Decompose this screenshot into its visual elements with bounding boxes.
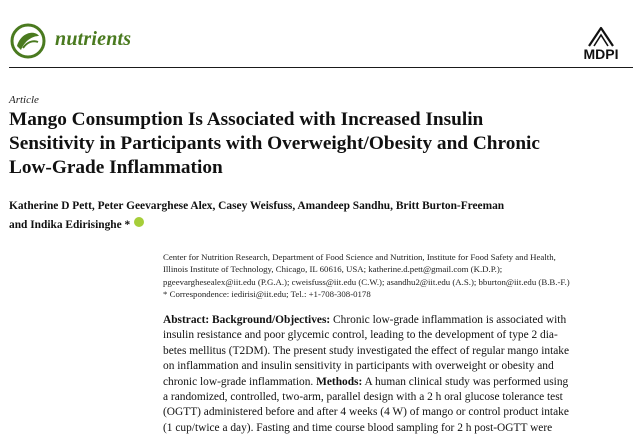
abstract-line: on inflammation and insulin sensitivity … — [163, 360, 554, 373]
authors-line: Katherine D Pett, Peter Geevarghese Alex… — [9, 200, 505, 212]
header-divider — [9, 67, 633, 68]
abstract: Abstract: Background/Objectives: Chronic… — [163, 313, 633, 436]
abstract-line: (1 cup/twice a day). Fasting and time co… — [163, 421, 553, 434]
methods-label: Methods: — [316, 375, 363, 388]
abstract-text: Chronic low-grade inflammation is associ… — [330, 314, 567, 326]
journal-header: nutrients MDPI — [9, 14, 633, 66]
background-label: Background/Objectives: — [212, 314, 331, 326]
abstract-text: A human clinical study was performed usi… — [362, 375, 569, 388]
affiliation-line: Illinois Institute of Technology, Chicag… — [163, 264, 503, 275]
correspondence-line: * Correspondence: iedirisi@iit.edu; Tel.… — [163, 289, 371, 300]
abstract-label: Abstract: — [163, 314, 210, 326]
affiliations: Center for Nutrition Research, Departmen… — [163, 251, 633, 301]
mdpi-logo: MDPI — [575, 24, 627, 62]
abstract-text: chronic low-grade inflammation. — [163, 375, 317, 388]
article-title: Mango Consumption Is Associated with Inc… — [9, 108, 633, 180]
nutrients-logo-icon — [9, 22, 47, 60]
abstract-line: betes mellitus (T2DM). The present study… — [163, 344, 570, 357]
affiliation-line: pgeevarghesealex@iit.edu (P.G.A.); cweis… — [163, 276, 570, 287]
orcid-icon[interactable] — [134, 217, 145, 227]
title-line: Mango Consumption Is Associated with Inc… — [9, 109, 484, 130]
mdpi-logo-icon — [588, 26, 614, 47]
article-type: Article — [9, 94, 39, 106]
abstract-line: a randomized, controlled, two-arm, paral… — [163, 391, 563, 404]
authors-line: and Indika Edirisinghe * — [9, 219, 131, 231]
title-line: Low-Grade Inflammation — [9, 157, 223, 178]
publisher-name: MDPI — [583, 46, 619, 62]
title-line: Sensitivity in Participants with Overwei… — [9, 133, 540, 154]
abstract-line: (OGTT) administered before and after 4 w… — [163, 406, 569, 419]
author-list: Katherine D Pett, Peter Geevarghese Alex… — [9, 197, 609, 235]
abstract-line: chronic low-grade inflammation. Methods:… — [163, 375, 633, 390]
affiliation-line: Center for Nutrition Research, Departmen… — [163, 252, 556, 262]
journal-name: nutrients — [55, 28, 132, 50]
authors-line-2: and Indika Edirisinghe * — [9, 216, 609, 235]
abstract-line: insulin resistance and poor glycemic con… — [163, 329, 558, 342]
abstract-line: Abstract: Background/Objectives: Chronic… — [163, 313, 633, 328]
